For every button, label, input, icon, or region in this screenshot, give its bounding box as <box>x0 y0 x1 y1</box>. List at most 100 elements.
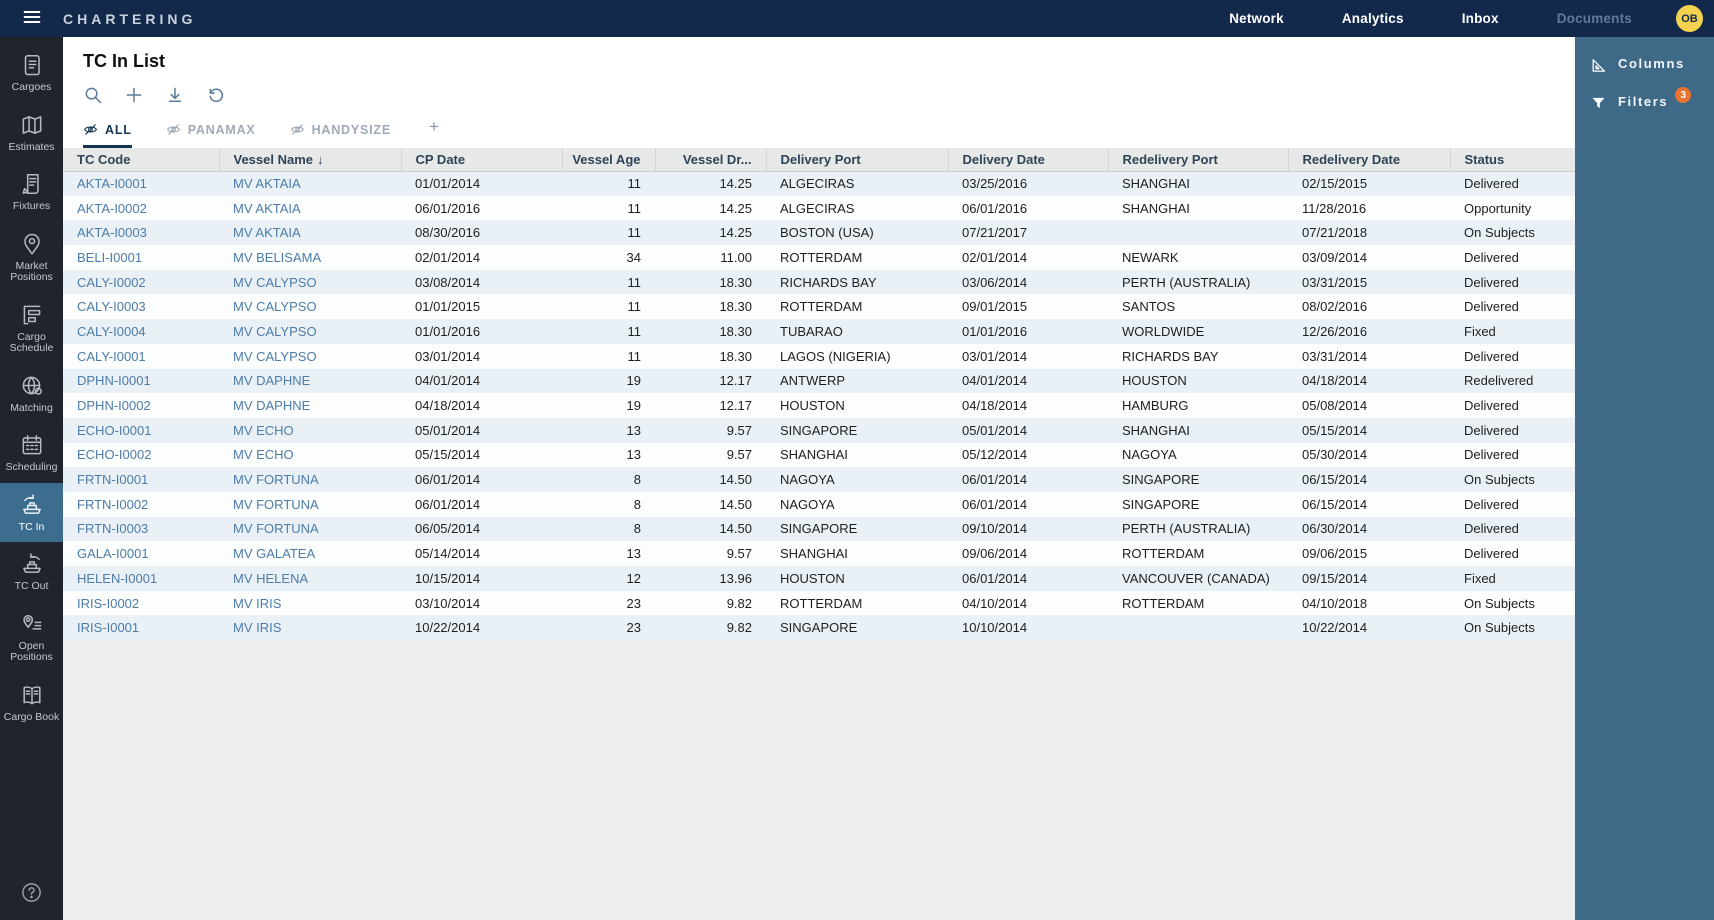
cell-vessel-name[interactable]: MV GALATEA <box>233 546 316 562</box>
table-row-frtn-i0001[interactable]: FRTN-I0001 MV FORTUNA 06/01/2014 8 14.50 NAGO… <box>63 467 1575 492</box>
cell-delivery-date: 03/01/2014 <box>962 348 1028 364</box>
table-row-dphn-i0002[interactable]: DPHN-I0002 MV DAPHNE 04/18/2014 19 12.17 HOUS… <box>63 393 1575 418</box>
tc-in-table: TC Code Vessel Name ↓ CP Date Vessel Age Vess… <box>63 148 1575 641</box>
user-avatar[interactable]: OB <box>1676 5 1703 32</box>
cell-vessel-name[interactable]: MV HELENA <box>233 570 309 586</box>
table-row-echo-i0002[interactable]: ECHO-I0002 MV ECHO 05/15/2014 13 9.57 SHANGHA… <box>63 442 1575 468</box>
add-button[interactable] <box>124 85 144 108</box>
cell-tc-code[interactable]: AKTA-I0003 <box>77 225 147 241</box>
table-row-caly-i0001[interactable]: CALY-I0001 MV CALYPSO 03/01/2014 11 18.30 LAG… <box>63 343 1575 369</box>
cell-vessel-name[interactable]: MV FORTUNA <box>233 472 319 488</box>
columns-button[interactable]: Columns <box>1575 46 1714 84</box>
add-view-tab-button[interactable]: + <box>429 117 439 136</box>
cell-tc-code[interactable]: CALY-I0002 <box>77 274 146 290</box>
column-header-redelivery-date[interactable]: Redelivery Date <box>1288 148 1451 172</box>
cell-tc-code[interactable]: CALY-I0004 <box>77 323 146 339</box>
cell-vessel-name[interactable]: MV DAPHNE <box>233 373 311 389</box>
cell-tc-code[interactable]: FRTN-I0003 <box>77 521 149 537</box>
cell-vessel-name[interactable]: MV FORTUNA <box>233 521 319 537</box>
cell-tc-code[interactable]: AKTA-I0001 <box>77 176 147 192</box>
cell-vessel-name[interactable]: MV DAPHNE <box>233 398 311 414</box>
cell-vessel-name[interactable]: MV CALYPSO <box>233 323 317 339</box>
cell-tc-code[interactable]: HELEN-I0001 <box>77 570 158 586</box>
table-row-echo-i0001[interactable]: ECHO-I0001 MV ECHO 05/01/2014 13 9.57 SINGAPO… <box>63 417 1575 443</box>
cell-vessel-name[interactable]: MV AKTAIA <box>233 225 301 241</box>
topnav-network[interactable]: Network <box>1229 11 1284 26</box>
column-header-vessel-age[interactable]: Vessel Age <box>562 148 656 172</box>
reset-button[interactable] <box>206 85 226 108</box>
cell-tc-code[interactable]: AKTA-I0002 <box>77 200 147 216</box>
table-row-beli-i0001[interactable]: BELI-I0001 MV BELISAMA 02/01/2014 34 11.00 RO… <box>63 245 1575 270</box>
sidebar-item-estimates[interactable]: Estimates <box>0 103 63 163</box>
tab-all[interactable]: ALL <box>83 122 132 148</box>
cell-vessel-name[interactable]: MV FORTUNA <box>233 496 319 512</box>
column-header-redelivery-port[interactable]: Redelivery Port <box>1108 148 1289 172</box>
cell-tc-code[interactable]: DPHN-I0002 <box>77 398 151 414</box>
table-row-iris-i0002[interactable]: IRIS-I0002 MV IRIS 03/10/2014 23 9.82 ROTTERD… <box>63 590 1575 616</box>
column-header-delivery-port[interactable]: Delivery Port <box>766 148 949 172</box>
download-icon <box>165 85 185 108</box>
column-header-status[interactable]: Status <box>1450 148 1575 172</box>
topnav-inbox[interactable]: Inbox <box>1461 11 1499 26</box>
table-row-caly-i0003[interactable]: CALY-I0003 MV CALYPSO 01/01/2015 11 18.30 ROT… <box>63 294 1575 320</box>
table-row-akta-i0001[interactable]: AKTA-I0001 MV AKTAIA 01/01/2014 11 14.25 ALGE… <box>63 171 1575 196</box>
topnav-analytics[interactable]: Analytics <box>1341 11 1404 26</box>
cell-tc-code[interactable]: GALA-I0001 <box>77 546 149 562</box>
sidebar-item-tc-in[interactable]: TC In <box>0 482 63 542</box>
table-row-caly-i0004[interactable]: CALY-I0004 MV CALYPSO 01/01/2016 11 18.30 TUB… <box>63 319 1575 344</box>
cell-tc-code[interactable]: FRTN-I0002 <box>77 496 149 512</box>
column-header-vessel-dr[interactable]: Vessel Dr... <box>655 148 767 172</box>
table-row-caly-i0002[interactable]: CALY-I0002 MV CALYPSO 03/08/2014 11 18.30 RIC… <box>63 269 1575 295</box>
sidebar-item-cargoes[interactable]: Cargoes <box>0 43 63 103</box>
table-row-iris-i0001[interactable]: IRIS-I0001 MV IRIS 10/22/2014 23 9.82 SINGAPO… <box>63 615 1575 641</box>
cell-vessel-name[interactable]: MV CALYPSO <box>233 348 317 364</box>
column-header-vessel-name[interactable]: Vessel Name ↓ <box>219 148 402 172</box>
cell-tc-code[interactable]: ECHO-I0002 <box>77 447 152 463</box>
cell-vessel-name[interactable]: MV AKTAIA <box>233 200 301 216</box>
cell-vessel-name[interactable]: MV BELISAMA <box>233 249 322 265</box>
cell-tc-code[interactable]: CALY-I0003 <box>77 299 146 315</box>
cell-tc-code[interactable]: IRIS-I0002 <box>77 595 140 611</box>
cell-vessel-name[interactable]: MV IRIS <box>233 620 282 636</box>
cell-tc-code[interactable]: IRIS-I0001 <box>77 620 140 636</box>
table-row-frtn-i0003[interactable]: FRTN-I0003 MV FORTUNA 06/05/2014 8 14.50 SING… <box>63 516 1575 542</box>
table-row-gala-i0001[interactable]: GALA-I0001 MV GALATEA 05/14/2014 13 9.57 SHAN… <box>63 541 1575 566</box>
search-button[interactable] <box>83 85 103 108</box>
table-row-akta-i0003[interactable]: AKTA-I0003 MV AKTAIA 08/30/2016 11 14.25 BOST… <box>63 220 1575 246</box>
cell-vessel-name[interactable]: MV IRIS <box>233 595 282 611</box>
tab-handysize[interactable]: HANDYSIZE <box>290 122 391 148</box>
table-row-frtn-i0002[interactable]: FRTN-I0002 MV FORTUNA 06/01/2014 8 14.50 NAGO… <box>63 491 1575 517</box>
sidebar-item-fixtures[interactable]: Fixtures <box>0 162 63 222</box>
sidebar-item-market-positions[interactable]: Market Positions <box>0 222 63 293</box>
sidebar-item-cargo-book[interactable]: Cargo Book <box>0 673 63 733</box>
cell-tc-code[interactable]: CALY-I0001 <box>77 348 146 364</box>
cell-vessel-name[interactable]: MV ECHO <box>233 422 294 438</box>
table-row-akta-i0002[interactable]: AKTA-I0002 MV AKTAIA 06/01/2016 11 14.25 ALGE… <box>63 195 1575 221</box>
table-row-dphn-i0001[interactable]: DPHN-I0001 MV DAPHNE 04/01/2014 19 12.17 ANTW… <box>63 368 1575 394</box>
download-button[interactable] <box>165 85 185 108</box>
column-header-tc-code[interactable]: TC Code <box>63 148 220 172</box>
cell-tc-code[interactable]: BELI-I0001 <box>77 249 143 265</box>
tab-panamax[interactable]: PANAMAX <box>166 122 256 148</box>
hamburger-menu-button[interactable] <box>0 0 63 37</box>
cell-tc-code[interactable]: FRTN-I0001 <box>77 472 149 488</box>
cell-redelivery-port: SHANGHAI <box>1122 176 1190 192</box>
sidebar-item-matching[interactable]: Matching <box>0 364 63 424</box>
cell-vessel-name[interactable]: MV CALYPSO <box>233 299 317 315</box>
filters-button[interactable]: Filters 3 <box>1575 84 1714 122</box>
column-header-cp-date[interactable]: CP Date <box>401 148 563 172</box>
sidebar-item-scheduling[interactable]: Scheduling <box>0 423 63 483</box>
sidebar-item-open-positions[interactable]: Open Positions <box>0 602 63 673</box>
topnav-documents[interactable]: Documents <box>1556 11 1632 26</box>
column-header-delivery-date[interactable]: Delivery Date <box>948 148 1109 172</box>
cell-tc-code[interactable]: ECHO-I0001 <box>77 422 152 438</box>
cell-vessel-name[interactable]: MV ECHO <box>233 447 294 463</box>
cell-delivery-port: TUBARAO <box>780 323 843 339</box>
cell-tc-code[interactable]: DPHN-I0001 <box>77 373 151 389</box>
cell-vessel-name[interactable]: MV AKTAIA <box>233 176 301 192</box>
sidebar-item-cargo-schedule[interactable]: Cargo Schedule <box>0 293 63 364</box>
help-button[interactable] <box>0 880 63 908</box>
cell-vessel-name[interactable]: MV CALYPSO <box>233 274 317 290</box>
table-row-helen-i0001[interactable]: HELEN-I0001 MV HELENA 10/15/2014 12 13.96 HOU… <box>63 566 1575 591</box>
sidebar-item-tc-out[interactable]: TC Out <box>0 542 63 602</box>
